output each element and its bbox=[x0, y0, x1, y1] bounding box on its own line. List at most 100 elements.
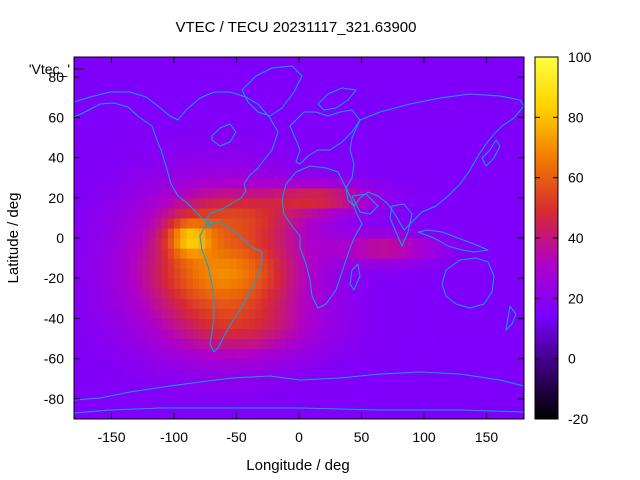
heatmap-cell bbox=[424, 288, 431, 299]
heatmap-cell bbox=[430, 217, 438, 229]
coastline-scandinavia bbox=[317, 87, 357, 111]
heatmap-cell bbox=[461, 107, 469, 118]
heatmap-cell bbox=[136, 67, 144, 78]
heatmap-cell bbox=[299, 348, 306, 360]
heatmap-cell bbox=[205, 388, 213, 400]
heatmap-cell bbox=[174, 107, 181, 118]
heatmap-cell bbox=[86, 388, 94, 400]
heatmap-cell bbox=[161, 408, 169, 419]
heatmap-cell bbox=[292, 67, 300, 78]
heatmap-cell bbox=[211, 318, 219, 330]
heatmap-cell bbox=[380, 298, 388, 309]
heatmap-cell bbox=[167, 147, 175, 159]
heatmap-cell bbox=[105, 137, 113, 149]
heatmap-cell bbox=[224, 197, 231, 209]
heatmap-cell bbox=[492, 258, 500, 269]
heatmap-cell bbox=[305, 398, 313, 410]
heatmap-cell bbox=[499, 328, 506, 340]
heatmap-cell bbox=[217, 97, 225, 108]
heatmap-cell bbox=[511, 217, 519, 229]
heatmap-cell bbox=[249, 288, 256, 299]
heatmap-cell bbox=[167, 388, 175, 400]
heatmap-cell bbox=[399, 87, 406, 98]
heatmap-cell bbox=[224, 268, 231, 279]
heatmap-cell bbox=[292, 77, 300, 88]
heatmap-cell bbox=[449, 147, 456, 159]
heatmap-cell bbox=[224, 318, 231, 330]
heatmap-cell bbox=[142, 328, 150, 340]
heatmap-cell bbox=[161, 308, 169, 320]
heatmap-cell bbox=[436, 207, 444, 219]
heatmap-cell bbox=[267, 298, 275, 309]
heatmap-cell bbox=[174, 127, 181, 139]
heatmap-cell bbox=[86, 127, 94, 139]
heatmap-cell bbox=[349, 227, 356, 239]
heatmap-cell bbox=[511, 268, 519, 279]
heatmap-cell bbox=[455, 308, 463, 320]
heatmap-cell bbox=[86, 368, 94, 380]
heatmap-cell bbox=[336, 217, 344, 229]
heatmap-cell bbox=[455, 388, 463, 400]
heatmap-cell bbox=[124, 278, 131, 289]
y-tick-label: 0 bbox=[56, 230, 64, 246]
heatmap-cell bbox=[480, 348, 488, 360]
heatmap-cell bbox=[199, 157, 206, 169]
heatmap-cell bbox=[274, 348, 281, 360]
heatmap-cell bbox=[192, 398, 200, 410]
heatmap-cell bbox=[292, 308, 300, 320]
heatmap-cell bbox=[317, 167, 325, 179]
heatmap-cell bbox=[124, 238, 131, 249]
heatmap-cell bbox=[349, 318, 356, 330]
heatmap-cell bbox=[424, 258, 431, 269]
heatmap-cell bbox=[86, 258, 94, 269]
heatmap-cell bbox=[249, 338, 256, 350]
heatmap-cell bbox=[517, 278, 524, 289]
heatmap-cell bbox=[292, 57, 300, 68]
heatmap-cell bbox=[305, 248, 313, 259]
heatmap-cell bbox=[424, 167, 431, 179]
heatmap-cell bbox=[492, 268, 500, 279]
heatmap-cell bbox=[205, 137, 213, 149]
heatmap-cell bbox=[442, 77, 450, 88]
heatmap-cell bbox=[80, 238, 88, 249]
heatmap-cell bbox=[267, 278, 275, 289]
heatmap-cell bbox=[155, 268, 163, 279]
heatmap-cell bbox=[236, 147, 244, 159]
heatmap-cell bbox=[474, 77, 481, 88]
heatmap-cell bbox=[230, 127, 238, 139]
heatmap-cell bbox=[292, 207, 300, 219]
heatmap-cell bbox=[324, 197, 331, 209]
heatmap-cell bbox=[230, 207, 238, 219]
heatmap-cell bbox=[292, 187, 300, 199]
heatmap-cell bbox=[311, 57, 319, 68]
heatmap-cell bbox=[142, 258, 150, 269]
heatmap-cell bbox=[99, 197, 106, 209]
heatmap-cell bbox=[142, 67, 150, 78]
heatmap-cell bbox=[92, 187, 100, 199]
heatmap-cell bbox=[236, 398, 244, 410]
heatmap-cell bbox=[274, 67, 281, 78]
heatmap-cell bbox=[330, 127, 338, 139]
heatmap-cell bbox=[99, 167, 106, 179]
heatmap-cell bbox=[330, 67, 338, 78]
heatmap-cell bbox=[299, 147, 306, 159]
heatmap-cell bbox=[480, 217, 488, 229]
heatmap-cell bbox=[167, 328, 175, 340]
heatmap-cell bbox=[199, 268, 206, 279]
heatmap-cell bbox=[486, 77, 494, 88]
heatmap-cell bbox=[424, 348, 431, 360]
heatmap-cell bbox=[324, 348, 331, 360]
heatmap-cell bbox=[511, 127, 519, 139]
heatmap-cell bbox=[230, 147, 238, 159]
heatmap-cell bbox=[99, 157, 106, 169]
heatmap-cell bbox=[380, 107, 388, 118]
heatmap-cell bbox=[355, 187, 363, 199]
heatmap-cell bbox=[499, 117, 506, 128]
heatmap-cell bbox=[224, 107, 231, 118]
heatmap-cell bbox=[311, 318, 319, 330]
heatmap-cell bbox=[286, 308, 294, 320]
heatmap-cell bbox=[174, 388, 181, 400]
heatmap-cell bbox=[411, 207, 419, 219]
heatmap-cell bbox=[336, 278, 344, 289]
heatmap-cell bbox=[499, 258, 506, 269]
